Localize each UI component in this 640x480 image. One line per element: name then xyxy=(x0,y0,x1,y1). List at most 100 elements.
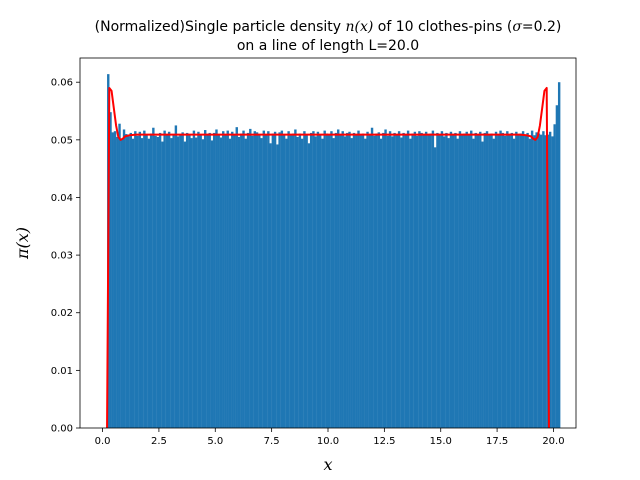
histogram-bar xyxy=(176,136,180,428)
histogram-bar xyxy=(431,130,435,428)
x-tick-label: 15.0 xyxy=(430,436,452,447)
histogram-bar xyxy=(544,135,547,428)
histogram-bar xyxy=(163,130,166,428)
histogram-bar xyxy=(255,132,259,428)
histogram-bar xyxy=(528,138,532,428)
histogram-bar xyxy=(535,132,538,428)
histogram-bar xyxy=(282,134,286,428)
histogram-bar xyxy=(465,131,468,428)
histogram-bar xyxy=(332,138,335,428)
histogram-bar xyxy=(413,131,417,428)
histogram-bar xyxy=(474,132,477,428)
histogram-bar xyxy=(204,130,207,428)
histogram-bar xyxy=(278,132,281,428)
title-mid: of 10 clothes-pins ( xyxy=(373,19,512,35)
histogram-bar xyxy=(427,134,430,428)
histogram-bar xyxy=(461,135,464,428)
histogram-bar xyxy=(526,132,529,428)
histogram-bar xyxy=(553,124,556,429)
histogram-bar xyxy=(447,138,450,428)
histogram-bar xyxy=(267,131,270,428)
histogram-bar xyxy=(300,138,304,428)
histogram-bar xyxy=(316,131,320,428)
histogram-bar xyxy=(309,132,313,428)
histogram-bar xyxy=(499,130,502,428)
histogram-bar xyxy=(192,130,196,428)
histogram-bar xyxy=(359,134,362,428)
histogram-bar xyxy=(323,130,326,428)
histogram-bar xyxy=(143,130,146,428)
x-tick-label: 10.0 xyxy=(317,436,339,447)
histogram-bar xyxy=(418,131,421,428)
histogram-bar xyxy=(343,136,347,428)
histogram-bar xyxy=(524,134,527,428)
histogram-bar xyxy=(161,141,164,429)
histogram-bar xyxy=(485,131,489,428)
histogram-bar xyxy=(312,131,315,428)
histogram-bar xyxy=(409,138,412,428)
histogram-bar xyxy=(375,133,378,428)
histogram-bar xyxy=(321,138,324,428)
histogram-bar xyxy=(452,134,455,428)
x-tick-label: 7.5 xyxy=(264,436,280,447)
histogram-bar xyxy=(424,131,428,428)
histogram-bar xyxy=(165,134,169,428)
histogram-bar xyxy=(109,112,112,429)
histogram-bar xyxy=(122,129,126,428)
density-curve xyxy=(106,86,550,429)
histogram-bar xyxy=(429,133,432,428)
histogram-bar xyxy=(517,135,520,428)
histogram-bar xyxy=(476,135,480,428)
histogram-bar xyxy=(422,135,426,428)
x-tick-label: 5.0 xyxy=(207,436,223,447)
x-axis-label: x xyxy=(323,455,332,474)
x-tick-label: 17.5 xyxy=(486,436,508,447)
histogram-bar xyxy=(179,134,182,428)
histogram-bar xyxy=(116,136,119,428)
histogram-bar xyxy=(246,132,250,428)
histogram-bar xyxy=(201,139,205,428)
histogram-bar xyxy=(537,133,541,428)
histogram-bar xyxy=(208,132,211,428)
histogram-bar xyxy=(158,132,162,428)
histogram-bar xyxy=(129,132,133,428)
histogram-bar xyxy=(188,135,191,428)
histogram-bar xyxy=(519,133,523,428)
histogram-bar xyxy=(314,136,317,428)
histogram-bar xyxy=(156,136,160,428)
histogram-bar xyxy=(366,131,369,428)
histogram-bar xyxy=(449,131,453,428)
histogram-bar xyxy=(172,135,175,428)
histogram-bar xyxy=(210,140,214,428)
histogram-bar xyxy=(305,134,308,428)
histogram-bar xyxy=(318,134,322,428)
histogram-bar xyxy=(273,131,277,428)
histogram-bar xyxy=(280,130,284,428)
title-math: n(x) xyxy=(345,19,373,35)
histogram-bar xyxy=(199,134,202,428)
histogram-bar xyxy=(185,132,189,428)
histogram-bar xyxy=(217,134,220,428)
histogram-bar xyxy=(551,136,554,428)
plot-area xyxy=(79,57,577,429)
histogram-bar xyxy=(445,132,448,428)
histogram-bar xyxy=(470,130,473,428)
histogram-bar xyxy=(346,132,349,428)
histogram-bar xyxy=(262,130,266,428)
histogram-bar xyxy=(330,131,333,428)
histogram-bar xyxy=(228,138,232,428)
y-tick-label: 0.05 xyxy=(51,135,73,146)
histogram-bar xyxy=(454,132,457,428)
histogram-bar xyxy=(237,136,241,428)
histogram-bar xyxy=(508,134,511,428)
histogram-bar xyxy=(404,134,408,428)
x-tick-label: 0.0 xyxy=(95,436,111,447)
histogram-bar xyxy=(494,131,498,428)
histogram-bar xyxy=(420,132,423,428)
histogram-bar xyxy=(415,135,419,428)
histogram-bar xyxy=(307,143,311,428)
histogram-bar xyxy=(251,135,254,428)
histogram-bar xyxy=(190,138,193,428)
histogram-bar xyxy=(555,105,559,428)
histogram-bar xyxy=(379,138,383,428)
